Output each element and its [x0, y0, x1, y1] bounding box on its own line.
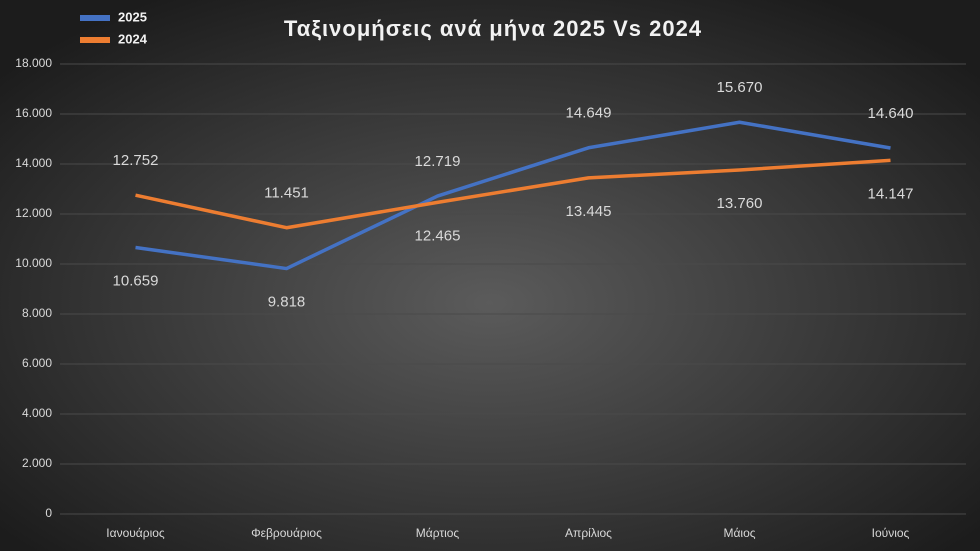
data-label: 10.659	[113, 272, 159, 289]
chart-title: Ταξινομήσεις ανά μήνα 2025 Vs 2024	[284, 16, 702, 41]
data-label: 12.719	[415, 153, 461, 170]
y-tick-label: 2.000	[22, 456, 52, 470]
x-tick-label: Φεβρουάριος	[251, 526, 322, 540]
legend-label: 2024	[118, 31, 148, 46]
data-label: 14.147	[868, 185, 914, 202]
data-label: 14.649	[566, 105, 612, 122]
series-line	[135, 120, 891, 271]
series-line	[135, 158, 891, 230]
y-tick-label: 4.000	[22, 406, 52, 420]
data-label: 12.465	[415, 227, 461, 244]
y-tick-label: 6.000	[22, 356, 52, 370]
y-tick-label: 18.000	[15, 56, 52, 70]
y-tick-label: 12.000	[15, 206, 52, 220]
x-tick-label: Ιανουάριος	[106, 526, 165, 540]
data-label: 15.670	[717, 79, 763, 96]
y-tick-label: 10.000	[15, 256, 52, 270]
y-tick-label: 14.000	[15, 156, 52, 170]
data-label: 9.818	[268, 294, 306, 311]
x-tick-label: Απρίλιος	[565, 526, 612, 540]
x-tick-label: Μάρτιος	[416, 526, 460, 540]
x-tick-label: Μάιος	[723, 526, 755, 540]
data-label: 11.451	[264, 185, 309, 202]
y-tick-label: 0	[45, 506, 52, 520]
y-tick-label: 16.000	[15, 106, 52, 120]
data-label: 14.640	[868, 105, 914, 122]
data-label: 13.760	[717, 195, 763, 212]
x-tick-label: Ιούνιος	[872, 526, 910, 540]
data-label: 13.445	[566, 203, 612, 220]
y-tick-label: 8.000	[22, 306, 52, 320]
legend-label: 2025	[118, 9, 147, 24]
data-label: 12.752	[113, 152, 159, 169]
